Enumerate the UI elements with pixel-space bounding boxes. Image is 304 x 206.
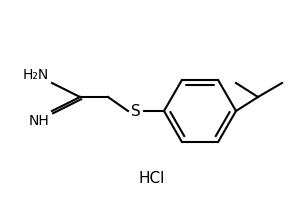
Text: HCl: HCl xyxy=(139,171,165,186)
Text: NH: NH xyxy=(28,114,49,127)
Text: S: S xyxy=(131,104,141,119)
Text: H₂N: H₂N xyxy=(23,68,49,82)
